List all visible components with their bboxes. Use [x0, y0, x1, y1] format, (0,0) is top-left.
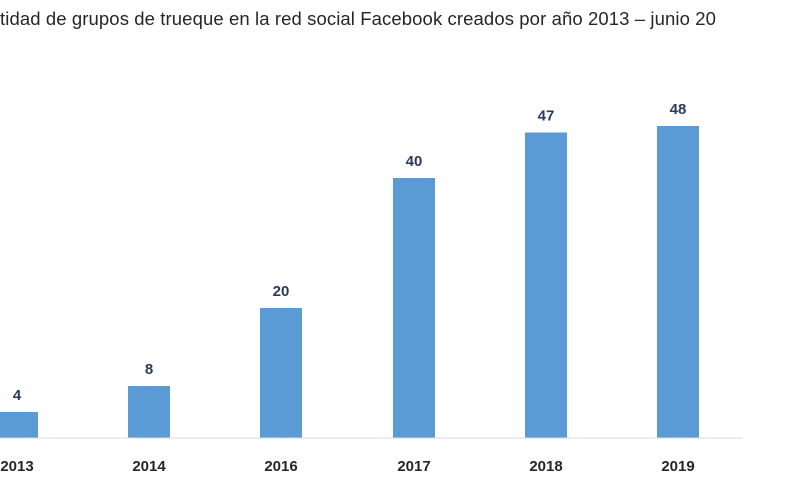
data-label-2014: 8: [145, 361, 153, 378]
bar-2013: [0, 412, 38, 438]
data-label-2013: 4: [13, 387, 22, 404]
x-tick-label-2017: 2017: [397, 458, 430, 475]
bar-2014: [128, 386, 170, 438]
bar-2018: [525, 132, 567, 438]
bar-2016: [260, 308, 302, 438]
x-tick-label-2018: 2018: [529, 458, 562, 475]
bar-2017: [393, 178, 435, 438]
x-tick-label-2019: 2019: [661, 458, 694, 475]
x-tick-labels-layer: 2013 2014 2016 2017 2018 2019: [0, 458, 694, 475]
data-label-2016: 20: [273, 283, 290, 300]
data-label-2018: 47: [538, 108, 555, 125]
bar-2019: [657, 126, 699, 438]
data-label-2019: 48: [670, 101, 687, 118]
data-label-2017: 40: [406, 153, 423, 170]
x-tick-label-2016: 2016: [264, 458, 297, 475]
x-tick-label-2014: 2014: [132, 458, 166, 475]
chart-title: tidad de grupos de trueque en la red soc…: [0, 8, 717, 29]
x-tick-label-2013: 2013: [0, 458, 33, 475]
bars-layer: [0, 126, 699, 438]
